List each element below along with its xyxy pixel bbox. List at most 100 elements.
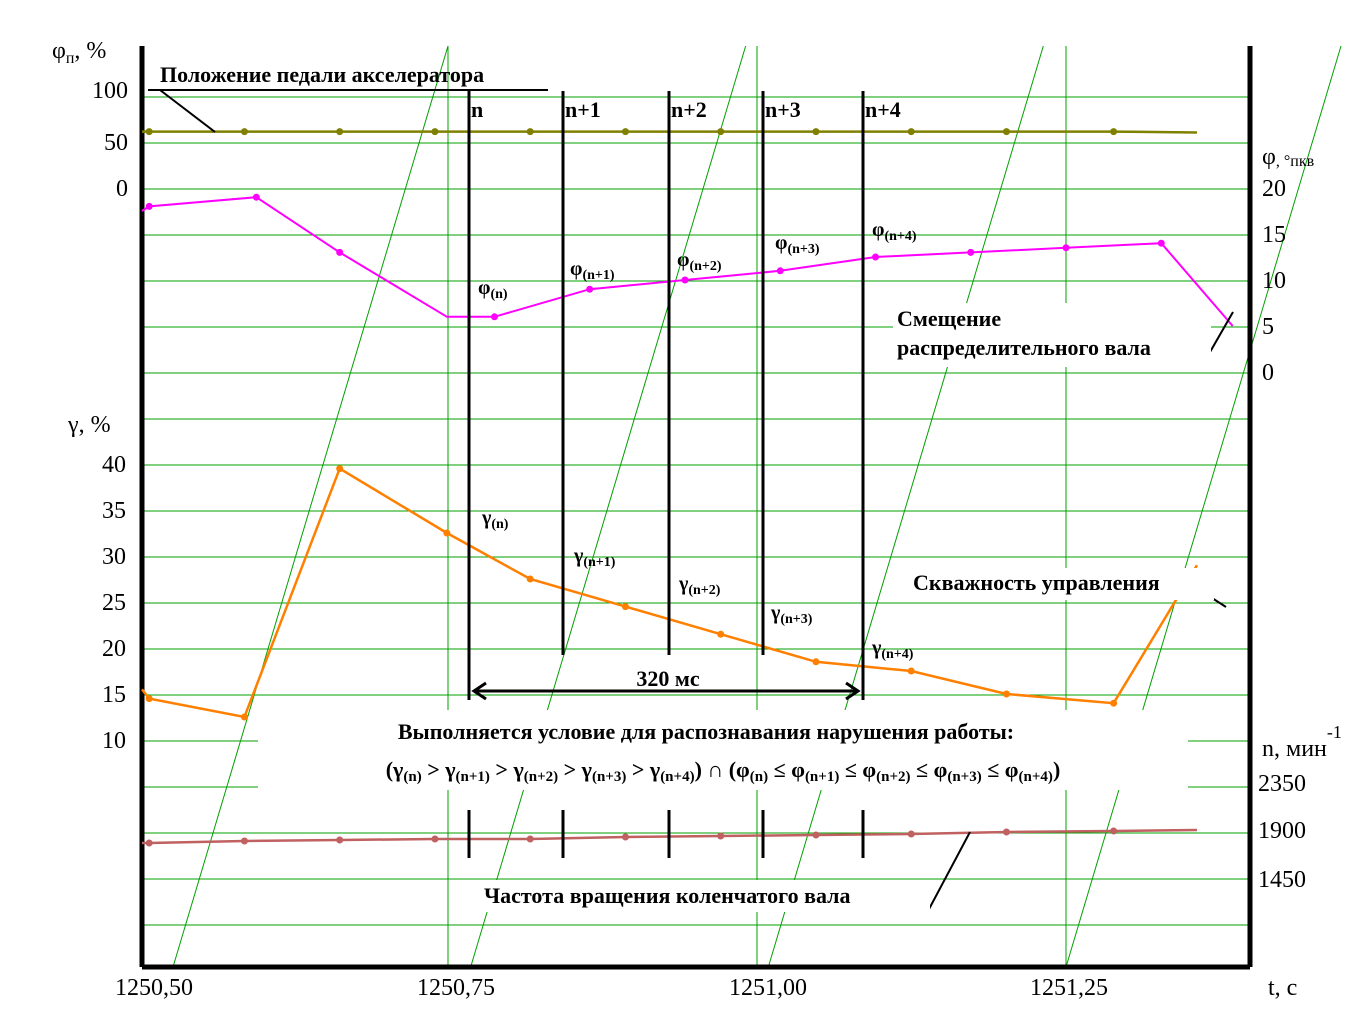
rpm-series-label: Частота вращения коленчатого вала — [484, 883, 851, 908]
pedal-series-point — [1110, 128, 1118, 136]
condition-title: Выполняется условие для распознавания на… — [398, 719, 1014, 744]
rpm-series-point — [907, 830, 915, 838]
pedal-series-point — [145, 128, 153, 136]
phi-label: φ(n+4) — [872, 219, 917, 244]
duty-label-leader — [1211, 597, 1227, 608]
cam-series-point — [967, 248, 975, 256]
interval-arrow-left — [471, 681, 487, 701]
condition-formula-part: (γ — [386, 757, 404, 782]
duty-axis-title: γ, % — [67, 412, 111, 438]
cam-tick-label: 10 — [1262, 268, 1286, 294]
gamma-label-base: γ — [481, 507, 492, 529]
condition-formula-part: ≤ φ — [768, 757, 805, 782]
duty-tick-label: 10 — [102, 728, 126, 754]
duty-series-point — [812, 658, 820, 666]
rpm-series-point — [1110, 827, 1118, 835]
cam-tick-label: 15 — [1262, 222, 1286, 248]
duty-tick-label: 35 — [102, 498, 126, 524]
condition-formula-sub: (n) — [403, 769, 421, 785]
rpm-series-point — [145, 839, 153, 847]
phi-label-sub: (n+2) — [689, 259, 721, 274]
x-tick-label: 1251,25 — [1030, 975, 1108, 1001]
cam-series-point — [1062, 244, 1070, 252]
gamma-label-base: γ — [678, 573, 689, 595]
gamma-label-sub: (n+3) — [780, 612, 812, 627]
condition-formula-part: > γ — [422, 757, 456, 782]
condition-formula-sub: (n+4) — [660, 769, 694, 785]
cam-series-point — [1157, 239, 1165, 247]
duty-series-label: Скважность управления — [913, 570, 1160, 595]
rpm-series-point — [621, 833, 629, 841]
x-tick-label: 1251,00 — [729, 975, 807, 1001]
rpm-series-point — [812, 831, 820, 839]
grid-line-vertical — [172, 45, 449, 968]
grid-line-vertical — [470, 45, 747, 968]
gamma-label: γ(n+1) — [573, 545, 616, 570]
pedal-axis-title-sub: п — [66, 50, 75, 67]
condition-formula-part: > γ — [490, 757, 524, 782]
pedal-axis-title-main: φ — [52, 38, 66, 64]
cam-series-label-line1: Смещение — [897, 306, 1001, 331]
chart-text: 1250,50 1250,75 1251,00 1251,25 t, с05010010… — [52, 38, 1342, 1001]
cam-tick-label: 20 — [1262, 176, 1286, 202]
pedal-series-point — [812, 128, 820, 136]
pedal-axis-title-tail: , % — [74, 38, 106, 64]
cam-axis-title-unit: , °пкв — [1276, 153, 1315, 170]
interval-arrow-right — [845, 681, 861, 701]
rpm-series-point — [431, 835, 439, 843]
cam-axis-title-main: φ — [1262, 144, 1276, 170]
condition-formula-part: ≤ φ — [982, 757, 1019, 782]
duty-series-point — [907, 667, 915, 675]
gamma-label-base: γ — [573, 545, 584, 567]
condition-formula-sub: (n+1) — [805, 769, 839, 785]
grid-line-vertical — [1065, 45, 1342, 968]
gamma-label: γ(n+2) — [678, 573, 721, 598]
pedal-series-point — [907, 128, 915, 136]
gamma-label: γ(n+4) — [871, 637, 914, 662]
rpm-label-leader — [927, 831, 971, 912]
duty-series-point — [1110, 699, 1118, 707]
cam-series-label-line2: распределительного вала — [897, 335, 1151, 360]
gamma-label-sub: (n) — [491, 517, 508, 532]
pedal-series-point — [1002, 128, 1010, 136]
duty-series-point — [621, 603, 629, 611]
pedal-axis-title: φп, % — [52, 38, 106, 67]
phi-label-base: φ — [478, 277, 490, 299]
gamma-label-sub: (n+4) — [881, 647, 913, 662]
cam-series-point — [336, 248, 344, 256]
cam-series-point — [681, 276, 689, 284]
gamma-label-sub: (n+2) — [688, 583, 720, 598]
pedal-series-point — [336, 128, 344, 136]
rpm-series-point — [1002, 828, 1010, 836]
cam-label-bg — [893, 303, 1211, 367]
x-tick-label: 1250,75 — [417, 975, 495, 1001]
phi-label: φ(n+1) — [570, 258, 615, 283]
gamma-label-base: γ — [770, 602, 781, 624]
x-axis-title: t, с — [1268, 975, 1297, 1001]
phi-label: φ(n+3) — [775, 232, 820, 257]
interval-label: 320 мс — [636, 666, 699, 691]
gamma-label: γ(n) — [481, 507, 509, 532]
duty-label-bg — [908, 568, 1214, 600]
condition-formula-part: ≤ φ — [839, 757, 876, 782]
cam-tick-label: 0 — [1262, 360, 1274, 386]
phi-label: φ(n+2) — [677, 249, 722, 274]
pedal-series-point — [526, 128, 534, 136]
phi-label-base: φ — [775, 232, 787, 254]
phi-label-base: φ — [570, 258, 582, 280]
chart-series — [141, 128, 1234, 847]
duty-tick-label: 30 — [102, 544, 126, 570]
rpm-series-point — [526, 835, 534, 843]
duty-series-point — [526, 575, 534, 583]
cycle-label: n+3 — [765, 97, 801, 122]
gamma-label: γ(n+3) — [770, 602, 813, 627]
cycle-label: n+4 — [865, 97, 901, 122]
pedal-tick-label: 0 — [116, 176, 128, 202]
rpm-series-point — [717, 832, 725, 840]
pedal-series-point — [431, 128, 439, 136]
pedal-tick-label: 50 — [104, 130, 128, 156]
duty-tick-label: 20 — [102, 636, 126, 662]
condition-formula-part: > γ — [558, 757, 592, 782]
rpm-axis-title: n, мин-1 — [1262, 722, 1342, 762]
cam-series-point — [252, 193, 260, 201]
